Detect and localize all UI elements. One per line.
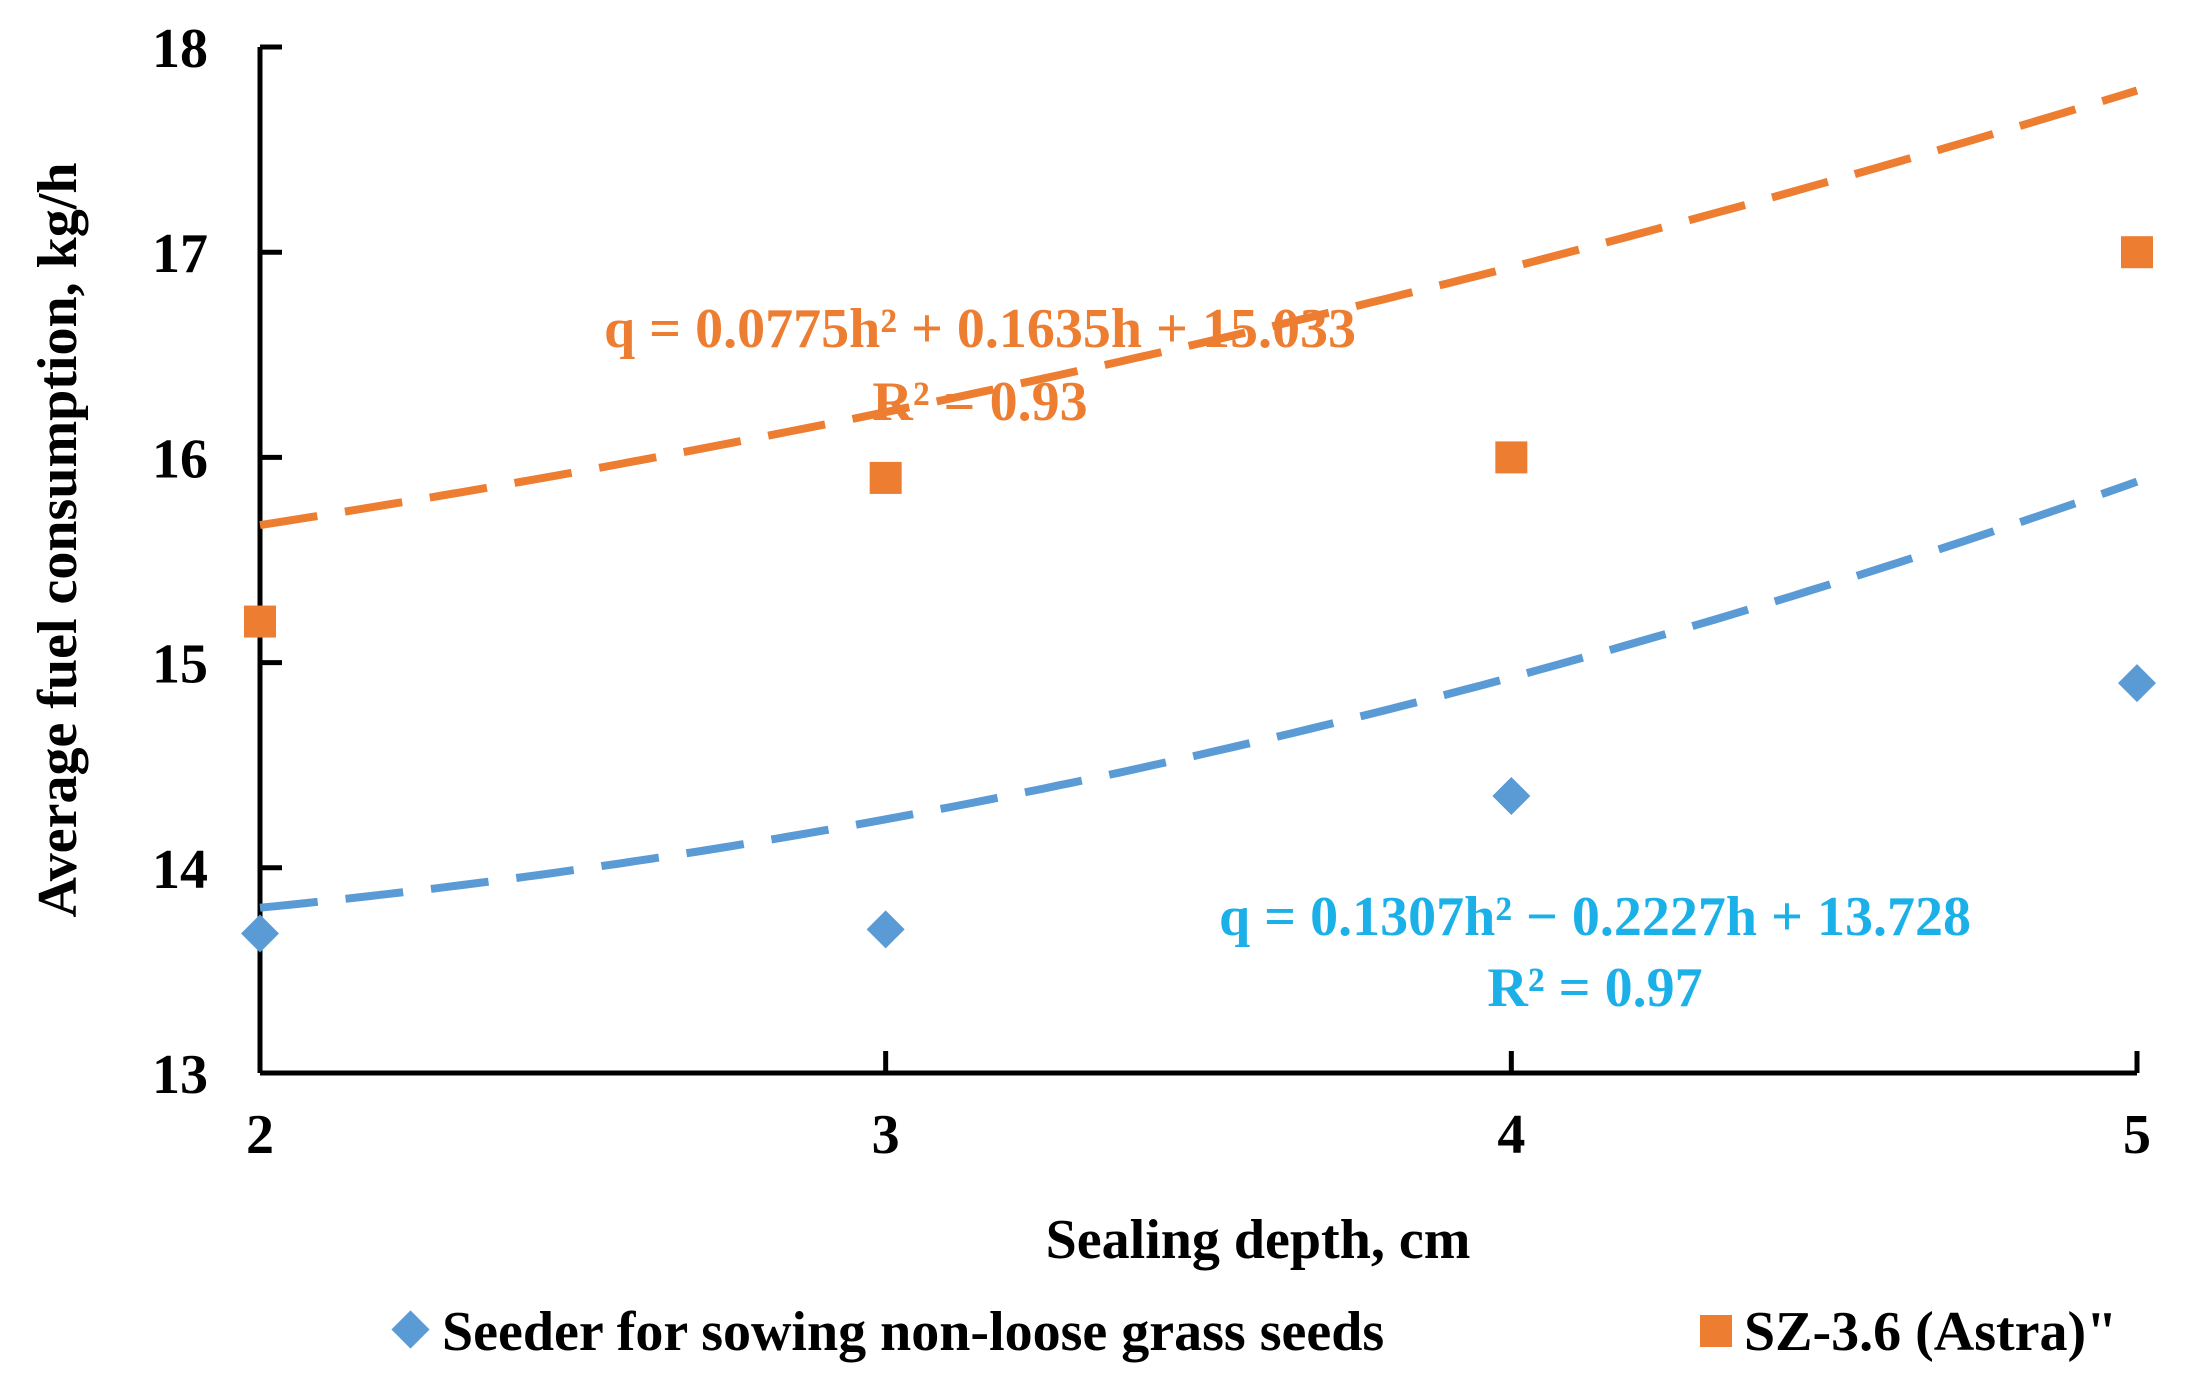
legend-marker-seeder (391, 1310, 430, 1349)
axes (257, 44, 2140, 1076)
series-1-equation: q = 0.1307h² − 0.2227h + 13.728 (1219, 886, 1971, 948)
x-tick-label-3: 5 (2123, 1104, 2151, 1166)
y-axis-title: Average fuel consumption, kg/h (27, 163, 89, 918)
point-series-2-3 (2121, 236, 2153, 269)
x-axis-title: Sealing depth, cm (1046, 1209, 1471, 1271)
trendline-series-1 (259, 477, 2139, 912)
legend-label-astra: SZ-3.6 (Astra)" (1744, 1301, 2117, 1363)
series-2-equation: q = 0.0775h² + 0.1635h + 15.033 (604, 298, 1356, 360)
y-tick-label-3: 16 (152, 428, 208, 490)
y-tick-label-1: 14 (152, 839, 208, 901)
x-tick-label-2: 4 (1497, 1104, 1525, 1166)
y-tick-label-4: 17 (152, 223, 208, 285)
point-series-2-1 (869, 461, 902, 494)
point-series-1-2 (1492, 776, 1531, 815)
legend-label-seeder: Seeder for sowing non-loose grass seeds (442, 1301, 1384, 1363)
series-1-r2: R² = 0.97 (1487, 957, 1702, 1019)
legend-marker-astra (1700, 1315, 1732, 1347)
point-series-1-0 (241, 914, 279, 953)
point-series-1-3 (2118, 664, 2156, 703)
point-series-2-0 (244, 605, 276, 638)
point-series-2-2 (1495, 441, 1528, 474)
trendline-series-2 (259, 86, 2139, 530)
series-2-r2: R² = 0.93 (872, 371, 1087, 433)
x-tick-label-1: 3 (872, 1104, 900, 1166)
point-series-1-1 (866, 910, 905, 949)
trendlines (259, 86, 2139, 912)
x-tick-label-0: 2 (246, 1104, 274, 1166)
y-tick-label-5: 18 (152, 18, 208, 80)
y-tick-label-0: 13 (152, 1044, 208, 1106)
y-tick-label-2: 15 (152, 634, 208, 696)
data-points (241, 236, 2156, 953)
legend: Seeder for sowing non-loose grass seeds … (391, 1301, 2117, 1363)
tick-labels: 13 14 15 16 17 18 2 3 4 5 (152, 18, 2151, 1166)
